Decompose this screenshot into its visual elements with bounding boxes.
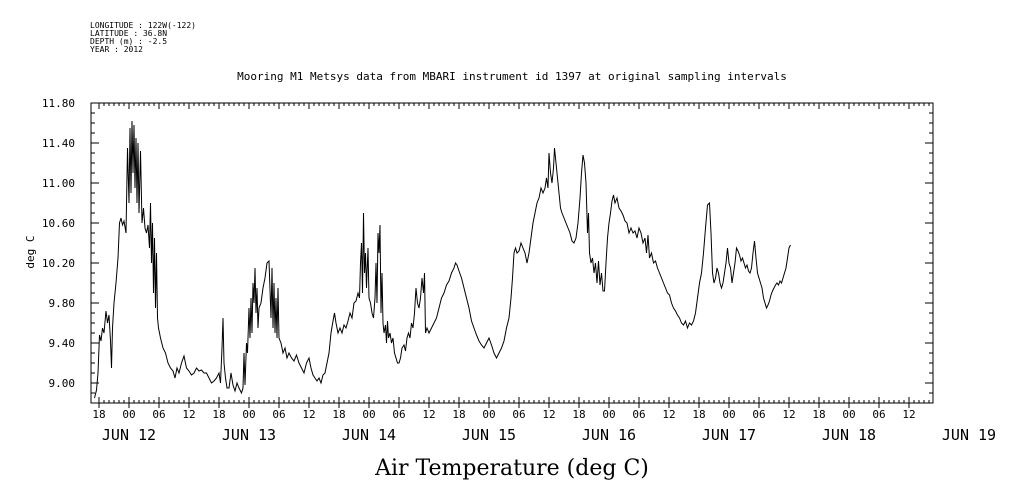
latitude-label: LATITUDE : 36.8N [90, 29, 168, 38]
y-tick-label: 9.00 [49, 377, 76, 390]
x-day-label: JUN 12 [102, 426, 156, 444]
plot-frame [90, 102, 934, 404]
year-label: YEAR : 2012 [90, 45, 143, 54]
x-tick-label: 06 [272, 408, 285, 421]
x-tick-label: 12 [782, 408, 795, 421]
x-tick-label: 12 [302, 408, 315, 421]
x-axis-label: Air Temperature (deg C) [374, 456, 649, 481]
minor-ticks [91, 102, 933, 404]
x-tick-label: 12 [182, 408, 195, 421]
x-tick-label: 18 [812, 408, 825, 421]
x-tick-label: 06 [872, 408, 885, 421]
x-tick-label: 00 [122, 408, 135, 421]
chart-title: Mooring M1 Metsys data from MBARI instru… [237, 70, 787, 83]
x-tick-label: 00 [842, 408, 855, 421]
y-tick-label: 10.20 [42, 257, 75, 270]
y-tick-label: 11.00 [42, 177, 75, 190]
y-tick-label: 9.80 [49, 297, 76, 310]
x-tick-label: 00 [602, 408, 615, 421]
x-tick-label: 18 [572, 408, 585, 421]
x-day-label: JUN 19 [942, 426, 996, 444]
metadata-block: LONGITUDE : 122W(-122) LATITUDE : 36.8N … [90, 22, 196, 54]
longitude-label: LONGITUDE : 122W(-122) [90, 21, 196, 30]
x-tick-label: 18 [212, 408, 225, 421]
x-tick-label: 12 [902, 408, 915, 421]
x-axis: 18 00 06 12 18 00 06 12 18 00 06 12 18 00 06 12 18 00 06 12… [92, 403, 996, 444]
depth-label: DEPTH (m) : -2.5 [90, 37, 168, 46]
x-day-label: JUN 14 [342, 426, 396, 444]
x-tick-label: 06 [752, 408, 765, 421]
x-tick-label: 18 [92, 408, 105, 421]
x-tick-label: 06 [392, 408, 405, 421]
y-tick-label: 11.80 [42, 97, 75, 110]
y-axis-label: deg C [24, 235, 37, 268]
y-tick-label: 11.40 [42, 137, 75, 150]
x-tick-label: 18 [332, 408, 345, 421]
x-tick-label: 00 [362, 408, 375, 421]
x-tick-label: 18 [452, 408, 465, 421]
y-tick-label: 10.60 [42, 217, 75, 230]
y-tick-label: 9.40 [49, 337, 76, 350]
x-tick-label: 00 [482, 408, 495, 421]
x-tick-label: 00 [242, 408, 255, 421]
x-tick-label: 06 [632, 408, 645, 421]
y-axis: 9.00 9.40 9.80 10.20 10.60 11.00 11.40 11.80 [42, 97, 75, 390]
air-temperature-line [94, 120, 791, 399]
x-tick-label: 06 [152, 408, 165, 421]
x-day-label: JUN 13 [222, 426, 276, 444]
x-tick-label: 00 [722, 408, 735, 421]
x-day-label: JUN 16 [582, 426, 636, 444]
x-tick-label: 18 [692, 408, 705, 421]
x-day-label: JUN 15 [462, 426, 516, 444]
x-day-label: JUN 17 [702, 426, 756, 444]
x-tick-label: 12 [542, 408, 555, 421]
x-tick-label: 06 [512, 408, 525, 421]
x-day-label: JUN 18 [822, 426, 876, 444]
x-tick-label: 12 [662, 408, 675, 421]
x-tick-label: 12 [422, 408, 435, 421]
